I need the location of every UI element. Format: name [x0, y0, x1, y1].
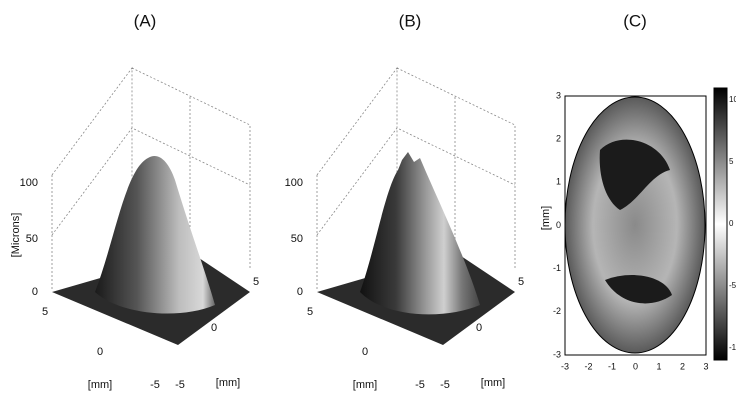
y-axis-title: [mm] [216, 377, 240, 389]
panel-label: (A) [134, 11, 157, 30]
panel-label: (C) [623, 11, 647, 30]
y-tick-label: 3 [556, 90, 561, 100]
colorbar-tick-label: 0 [729, 219, 734, 228]
x-tick-label: 5 [307, 306, 313, 318]
x-axis-title: [mm] [88, 379, 112, 391]
contour-map [565, 97, 705, 353]
y-tick-label: 5 [518, 276, 524, 288]
surface [360, 152, 480, 314]
x-axis-title: [mm] [353, 379, 377, 391]
y-tick-label: 5 [253, 276, 259, 288]
y-tick-label: -2 [553, 306, 561, 316]
y-tick-label: -5 [175, 379, 185, 391]
x-tick-label: 5 [42, 306, 48, 318]
y-tick-label: 1 [556, 177, 561, 187]
panel-b [317, 68, 515, 345]
z-tick-label: 0 [297, 286, 303, 298]
y-tick-label: 0 [556, 220, 561, 230]
x-tick-label: 3 [703, 361, 708, 371]
colorbar [714, 88, 727, 360]
y-tick-label: -1 [553, 263, 561, 273]
x-tick-label: -5 [150, 379, 160, 391]
x-tick-label: -1 [608, 361, 616, 371]
colorbar-tick-label: -10 [729, 343, 736, 352]
z-tick-label: 0 [32, 286, 38, 298]
x-tick-label: -3 [561, 361, 569, 371]
surface [95, 156, 215, 313]
colorbar-tick-label: -5 [729, 281, 736, 290]
x-tick-label: -2 [584, 361, 592, 371]
y-tick-label: -5 [440, 379, 450, 391]
x-tick-label: 1 [656, 361, 661, 371]
x-tick-label: 2 [680, 361, 685, 371]
y-tick-label: -3 [553, 349, 561, 359]
y-axis-title: [mm] [540, 206, 552, 230]
z-tick-label: 100 [20, 177, 38, 189]
y-tick-label: 0 [476, 322, 482, 334]
z-axis-title: [Microns] [10, 213, 22, 258]
colorbar-tick-label: 5 [729, 157, 734, 166]
x-tick-label: 0 [633, 361, 638, 371]
z-tick-label: 100 [285, 177, 303, 189]
z-tick-label: 50 [26, 233, 38, 245]
panel-a [52, 68, 250, 345]
x-tick-label: 0 [97, 346, 103, 358]
y-tick-label: 2 [556, 134, 561, 144]
x-tick-label: 0 [362, 346, 368, 358]
z-tick-label: 50 [291, 233, 303, 245]
figure: (A)100500[Microns]50-5[mm]50-5[mm](B)100… [0, 0, 736, 405]
panel-label: (B) [399, 11, 422, 30]
x-tick-label: -5 [415, 379, 425, 391]
colorbar-tick-label: 10 [729, 95, 736, 104]
y-tick-label: 0 [211, 322, 217, 334]
panel-c [565, 88, 727, 360]
y-axis-title: [mm] [481, 377, 505, 389]
